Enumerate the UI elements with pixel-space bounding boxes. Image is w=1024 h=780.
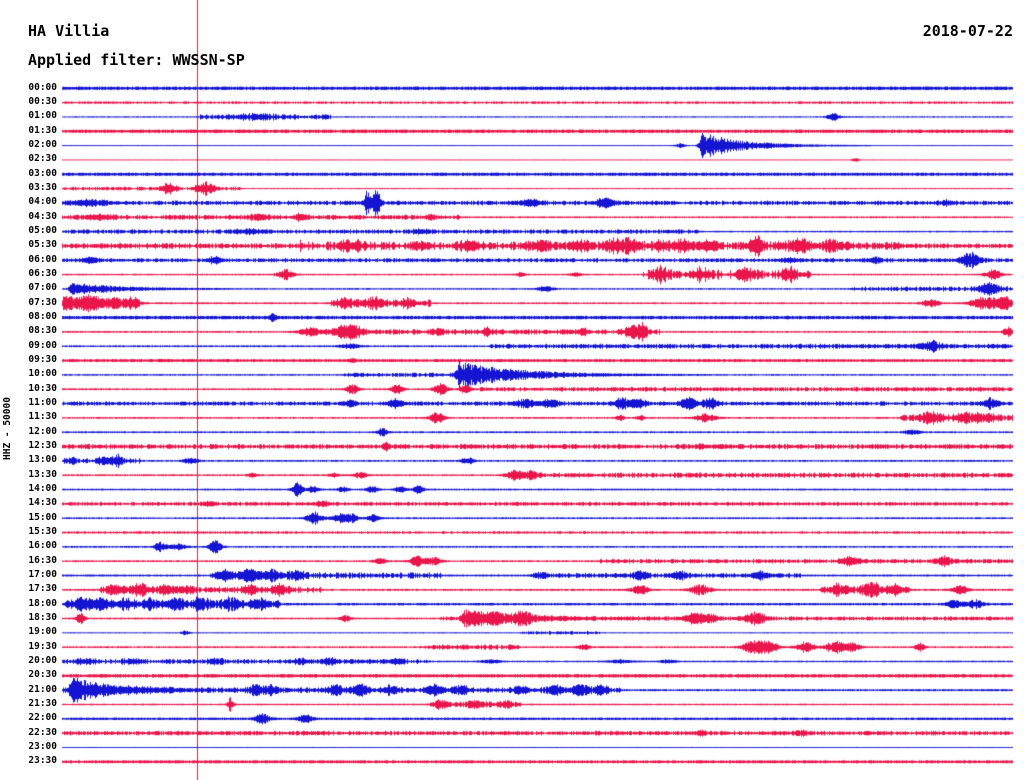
applied-filter-label: Applied filter: WWSSN-SP: [28, 51, 245, 69]
time-label: 18:00: [28, 597, 57, 609]
time-label: 00:00: [28, 81, 57, 93]
time-label: 17:00: [28, 569, 57, 581]
time-label: 08:00: [28, 311, 57, 323]
time-label: 04:00: [28, 196, 57, 208]
time-label: 11:30: [28, 411, 57, 423]
time-label: 13:00: [28, 454, 57, 466]
time-label: 01:00: [28, 110, 57, 122]
time-label: 08:30: [28, 325, 57, 337]
station-title: HA Villia: [28, 22, 110, 40]
time-label: 14:00: [28, 483, 57, 495]
time-label: 07:00: [28, 282, 57, 294]
time-label: 20:00: [28, 655, 57, 666]
time-label: 15:30: [28, 526, 57, 538]
time-label: 03:00: [28, 167, 57, 179]
record-date: 2018-07-22: [922, 22, 1013, 40]
time-label: 23:00: [28, 740, 57, 752]
time-label: 15:00: [28, 511, 57, 523]
time-label: 00:30: [28, 96, 57, 108]
time-label: 07:30: [28, 296, 57, 308]
time-axis-labels: 00:00 00:30 01:00 01:30 02:00 02:30 03:00 03:30…: [0, 0, 57, 780]
time-label: 03:30: [28, 182, 57, 194]
time-label: 01:30: [28, 124, 57, 136]
time-label: 02:30: [28, 153, 57, 165]
time-label: 09:30: [28, 354, 57, 366]
time-label: 09:00: [28, 339, 57, 351]
time-label: 21:30: [28, 697, 57, 709]
time-label: 18:30: [28, 612, 57, 623]
time-label: 19:30: [28, 640, 57, 652]
time-label: 04:30: [28, 210, 57, 222]
time-label: 12:30: [28, 440, 57, 452]
time-label: 06:00: [28, 253, 57, 265]
time-label: 20:30: [28, 669, 57, 681]
time-label: 22:00: [28, 712, 57, 724]
time-label: 05:30: [28, 239, 57, 251]
time-label: 10:00: [28, 368, 57, 380]
time-label: 16:30: [28, 554, 57, 566]
time-label: 11:00: [28, 397, 57, 409]
time-label: 14:30: [28, 497, 57, 509]
time-label: 22:30: [28, 726, 57, 738]
time-label: 06:30: [28, 268, 57, 280]
time-label: 13:30: [28, 468, 57, 480]
time-label: 02:00: [28, 139, 57, 151]
time-label: 23:30: [28, 755, 57, 767]
time-label: 17:30: [28, 583, 57, 595]
time-label: 12:00: [28, 425, 57, 437]
time-label: 16:00: [28, 540, 57, 552]
time-label: 10:30: [28, 382, 57, 394]
time-label: 21:00: [28, 683, 57, 695]
time-label: 19:00: [28, 626, 57, 638]
time-label: 05:00: [28, 225, 57, 237]
